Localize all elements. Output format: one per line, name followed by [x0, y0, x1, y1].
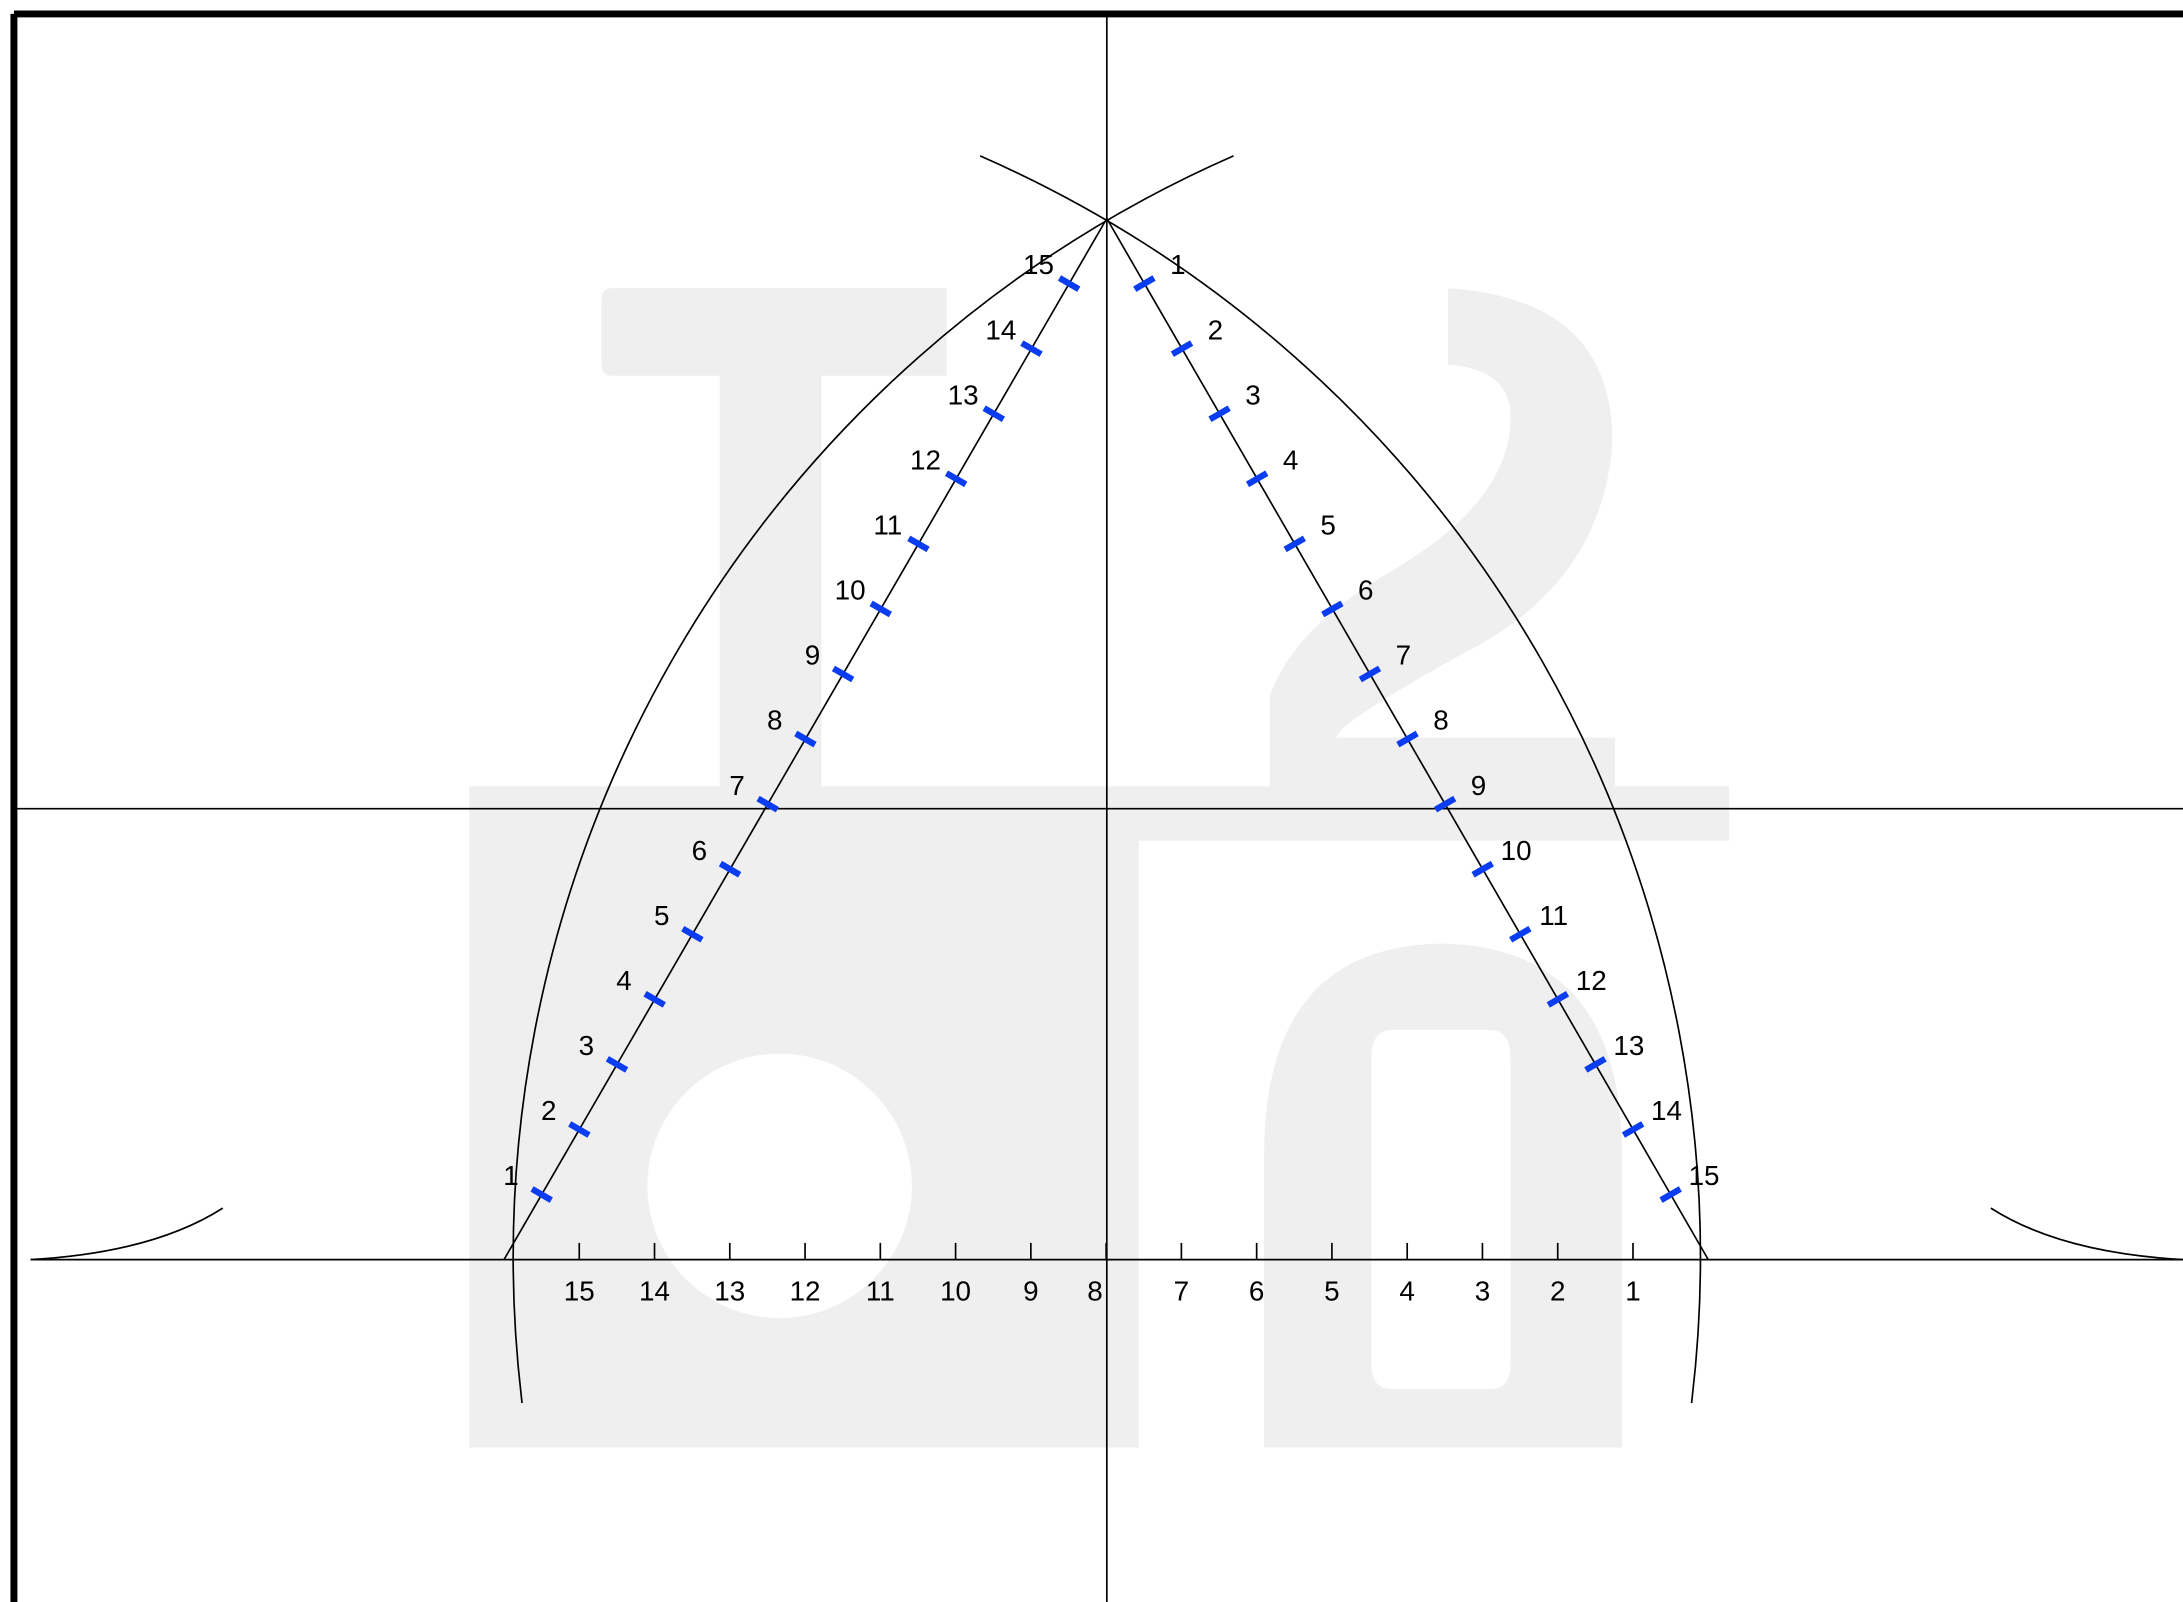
- edge-label: 9: [1471, 770, 1486, 801]
- base-label: 5: [1324, 1275, 1339, 1306]
- base-label: 8: [1087, 1275, 1102, 1306]
- base-label: 1: [1625, 1275, 1640, 1306]
- right-arc: [979, 155, 1702, 1404]
- edge-tick: [1584, 1056, 1607, 1073]
- base-label: 3: [1475, 1275, 1490, 1306]
- base-label: 11: [866, 1275, 895, 1306]
- edge-label: 15: [1689, 1160, 1720, 1191]
- edge-label: 8: [1433, 705, 1448, 736]
- edge-tick: [1471, 860, 1494, 878]
- edge-tick: [1170, 340, 1194, 357]
- edge-label: 5: [1320, 510, 1335, 541]
- corner-arc: [30, 1207, 224, 1261]
- edge-tick: [756, 795, 779, 813]
- edge-tick: [1245, 470, 1269, 488]
- edge-label: 3: [1245, 379, 1260, 410]
- edge-label: 12: [1576, 965, 1607, 996]
- edge-label: 12: [910, 444, 941, 475]
- base-label: 15: [564, 1275, 595, 1306]
- edge-tick: [1621, 1121, 1645, 1138]
- edge-label: 6: [1358, 575, 1373, 606]
- edge-tick: [643, 991, 666, 1008]
- edge-tick: [1020, 340, 1043, 357]
- base-label: 9: [1023, 1275, 1038, 1306]
- edge-label: 10: [1501, 835, 1532, 866]
- edge-label: 1: [1170, 249, 1185, 280]
- edge-label: 7: [1396, 640, 1411, 671]
- base-label: 14: [639, 1275, 670, 1306]
- edge-label: 7: [729, 770, 744, 801]
- left-arc: [512, 155, 1234, 1404]
- watermark: [469, 288, 1730, 1448]
- base-label: 6: [1249, 1275, 1264, 1306]
- edge-tick: [794, 730, 817, 748]
- edge-label: 13: [948, 379, 979, 410]
- edge-tick: [982, 405, 1005, 423]
- edge-label: 3: [579, 1030, 594, 1061]
- edge-tick: [718, 860, 742, 878]
- edge-label: 8: [767, 705, 782, 736]
- edge-label: 15: [1023, 249, 1054, 280]
- edge-label: 14: [985, 314, 1016, 345]
- edge-tick: [907, 535, 930, 553]
- edge-tick: [1283, 535, 1306, 553]
- edge-tick: [831, 665, 855, 683]
- edge-label: 11: [873, 510, 902, 541]
- base-label: 7: [1174, 1275, 1189, 1306]
- edge-label: 5: [654, 900, 669, 931]
- edge-tick: [1396, 730, 1419, 748]
- edge-tick: [1133, 275, 1156, 292]
- edge-tick: [869, 600, 892, 618]
- triangle: [503, 216, 1709, 1261]
- edge-tick: [605, 1056, 629, 1073]
- base-label: 12: [790, 1275, 821, 1306]
- base-label: 10: [940, 1275, 971, 1306]
- edge-tick: [568, 1121, 591, 1138]
- edge-label: 6: [692, 835, 707, 866]
- edge-label: 13: [1613, 1030, 1644, 1061]
- edge-tick: [681, 925, 704, 943]
- edge-label: 10: [835, 575, 866, 606]
- edge-tick: [944, 470, 968, 488]
- edge-label: 14: [1651, 1095, 1682, 1126]
- edge-tick: [1433, 795, 1457, 813]
- edge-label: 4: [1283, 444, 1298, 475]
- edge-label: 4: [616, 965, 631, 996]
- base-label: 13: [714, 1275, 745, 1306]
- edge-label: 2: [1208, 314, 1223, 345]
- edge-tick: [1659, 1186, 1682, 1203]
- edge-tick: [1546, 991, 1570, 1008]
- edge-label: 1: [503, 1160, 518, 1191]
- edge-tick: [1509, 925, 1532, 943]
- edge-tick: [530, 1186, 553, 1203]
- corner-arc: [1990, 1207, 2183, 1261]
- base-label: 2: [1550, 1275, 1565, 1306]
- edge-tick: [1321, 600, 1344, 618]
- edge-tick: [1358, 665, 1382, 683]
- base-label: 4: [1399, 1275, 1414, 1306]
- edge-tick: [1057, 275, 1081, 292]
- edge-label: 2: [541, 1095, 556, 1126]
- edge-tick: [1208, 405, 1231, 423]
- edge-label: 9: [805, 640, 820, 671]
- edge-label: 11: [1539, 900, 1568, 931]
